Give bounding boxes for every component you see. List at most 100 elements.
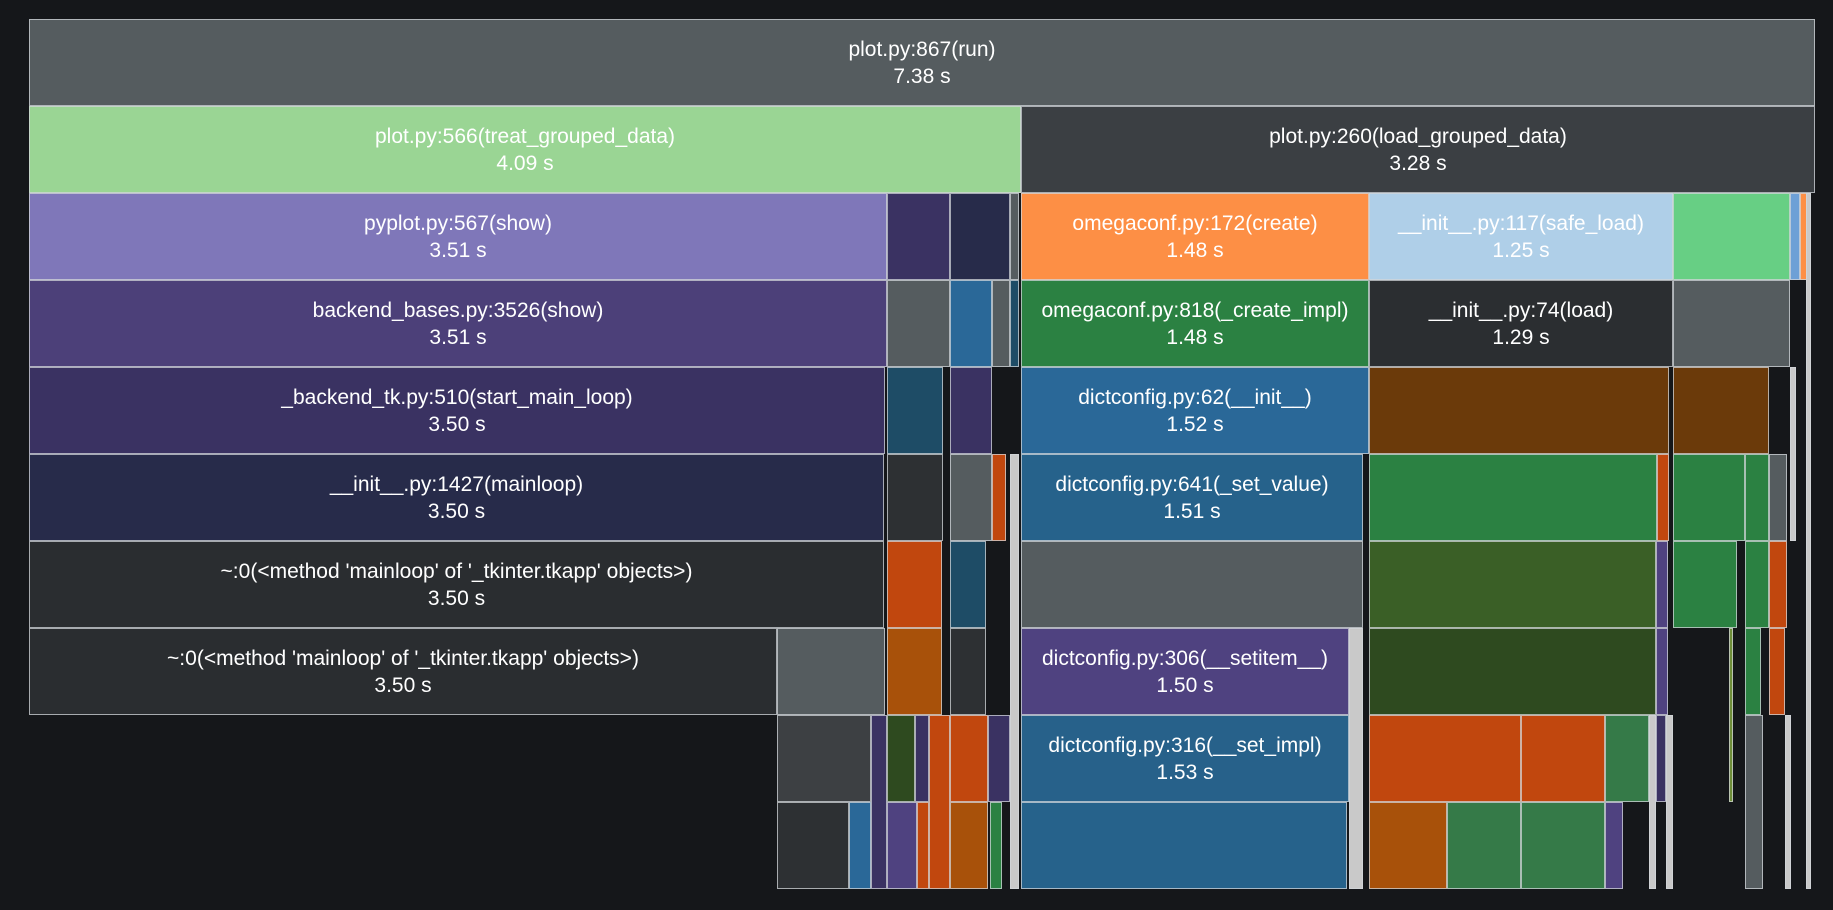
frame-block[interactable] (950, 628, 986, 715)
frame-block[interactable] (1369, 454, 1657, 541)
frame-label: dictconfig.py:641(_set_value) (1055, 472, 1329, 496)
frame-block[interactable] (1369, 367, 1669, 454)
frame-block[interactable] (1656, 628, 1668, 715)
frame-block[interactable] (992, 454, 1006, 541)
frame-time: 1.29 s (1492, 325, 1550, 349)
frame-time: 1.50 s (1156, 673, 1214, 697)
frame-block[interactable] (915, 715, 929, 802)
frame-label: __init__.py:117(safe_load) (1398, 211, 1644, 235)
frame-sliver[interactable] (1806, 193, 1811, 889)
frame-block[interactable] (1745, 541, 1769, 628)
frame-block[interactable] (1673, 541, 1737, 628)
frame-block[interactable] (1673, 367, 1769, 454)
frame-time: 1.48 s (1166, 325, 1224, 349)
frame-label: dictconfig.py:316(__set_impl) (1048, 733, 1322, 757)
frame-block[interactable] (950, 367, 992, 454)
frame-backend-tk-start-main-loop[interactable]: _backend_tk.py:510(start_main_loop) 3.50… (29, 367, 885, 454)
frame-block[interactable] (887, 802, 917, 889)
frame-block[interactable] (777, 715, 871, 802)
frame-block[interactable] (887, 280, 950, 367)
frame-block[interactable] (1369, 715, 1521, 802)
frame-omegaconf-create-impl[interactable]: omegaconf.py:818(_create_impl) 1.48 s (1021, 280, 1369, 367)
frame-block[interactable] (950, 715, 988, 802)
frame-block[interactable] (1521, 802, 1605, 889)
frame-block[interactable] (1369, 628, 1656, 715)
frame-block[interactable] (1021, 541, 1363, 628)
frame-block[interactable] (1369, 541, 1656, 628)
frame-block[interactable] (950, 280, 992, 367)
frame-block[interactable] (887, 628, 942, 715)
frame-block[interactable] (1769, 541, 1787, 628)
frame-block[interactable] (1656, 715, 1666, 802)
frame-block[interactable] (777, 802, 849, 889)
frame-label: plot.py:260(load_grouped_data) (1269, 124, 1567, 148)
frame-pyplot-show[interactable]: pyplot.py:567(show) 3.51 s (29, 193, 887, 280)
frame-load-grouped-data[interactable]: plot.py:260(load_grouped_data) 3.28 s (1021, 106, 1815, 193)
frame-block[interactable] (887, 541, 942, 628)
frame-sliver[interactable] (1010, 454, 1019, 889)
frame-time: 1.53 s (1156, 760, 1214, 784)
frame-block[interactable] (1673, 454, 1745, 541)
frame-block[interactable] (1010, 280, 1019, 367)
frame-block[interactable] (887, 193, 950, 280)
frame-block[interactable] (1010, 193, 1019, 280)
frame-block[interactable] (1673, 193, 1790, 280)
frame-sliver[interactable] (1785, 715, 1791, 889)
frame-sliver[interactable] (929, 715, 950, 889)
frame-block[interactable] (1745, 628, 1761, 715)
frame-block[interactable] (1769, 628, 1785, 715)
frame-block[interactable] (1769, 454, 1787, 541)
frame-treat-grouped-data[interactable]: plot.py:566(treat_grouped_data) 4.09 s (29, 106, 1021, 193)
frame-sliver[interactable] (1790, 367, 1796, 541)
frame-block[interactable] (1673, 280, 1790, 367)
frame-time: 3.51 s (429, 238, 487, 262)
frame-sliver[interactable] (1649, 715, 1656, 889)
frame-label: plot.py:566(treat_grouped_data) (374, 124, 676, 148)
frame-sliver[interactable] (1745, 715, 1763, 889)
frame-dictconfig-init[interactable]: dictconfig.py:62(__init__) 1.52 s (1021, 367, 1369, 454)
frame-block[interactable] (950, 802, 988, 889)
frame-time: 3.50 s (427, 586, 486, 610)
frame-block[interactable] (950, 193, 1010, 280)
frame-sliver[interactable] (871, 715, 887, 889)
frame-block[interactable] (950, 541, 986, 628)
frame-tkinter-mainloop-inner[interactable]: ~:0(<method 'mainloop' of '_tkinter.tkap… (29, 628, 777, 715)
frame-block[interactable] (887, 715, 915, 802)
frame-block[interactable] (1656, 541, 1668, 628)
frame-block[interactable] (777, 628, 885, 715)
frame-label: plot.py:867(run) (848, 37, 996, 61)
frame-block[interactable] (1790, 193, 1800, 280)
frame-sliver[interactable] (1729, 628, 1733, 802)
frame-init-safe-load[interactable]: __init__.py:117(safe_load) 1.25 s (1369, 193, 1673, 280)
frame-block[interactable] (1021, 802, 1347, 889)
frame-block[interactable] (1605, 715, 1649, 802)
frame-backend-bases-show[interactable]: backend_bases.py:3526(show) 3.51 s (29, 280, 887, 367)
frame-block[interactable] (1657, 454, 1669, 541)
frame-init-load[interactable]: __init__.py:74(load) 1.29 s (1369, 280, 1673, 367)
frame-omegaconf-create[interactable]: omegaconf.py:172(create) 1.48 s (1021, 193, 1369, 280)
frame-label: dictconfig.py:306(__setitem__) (1042, 646, 1328, 670)
frame-block[interactable] (1369, 802, 1447, 889)
frame-block[interactable] (887, 454, 943, 541)
frame-init-mainloop[interactable]: __init__.py:1427(mainloop) 3.50 s (29, 454, 884, 541)
frame-tkinter-mainloop-outer[interactable]: ~:0(<method 'mainloop' of '_tkinter.tkap… (29, 541, 884, 628)
frame-block[interactable] (990, 802, 1002, 889)
frame-dictconfig-set-value[interactable]: dictconfig.py:641(_set_value) 1.51 s (1021, 454, 1363, 541)
frame-block[interactable] (1605, 802, 1623, 889)
frame-dictconfig-setitem[interactable]: dictconfig.py:306(__setitem__) 1.50 s (1021, 628, 1349, 715)
frame-sliver[interactable] (1349, 628, 1363, 889)
frame-sliver[interactable] (1666, 715, 1673, 889)
frame-time: 3.28 s (1389, 151, 1447, 175)
frame-block[interactable] (1745, 454, 1769, 541)
frame-dictconfig-set-impl[interactable]: dictconfig.py:316(__set_impl) 1.53 s (1021, 715, 1349, 802)
frame-block[interactable] (1447, 802, 1521, 889)
frame-block[interactable] (849, 802, 871, 889)
frame-block[interactable] (1521, 715, 1605, 802)
frame-sliver[interactable] (988, 715, 1010, 802)
frame-time: 4.09 s (496, 151, 554, 175)
frame-root-plot-run[interactable]: plot.py:867(run) 7.38 s (29, 19, 1815, 106)
frame-block[interactable] (887, 367, 943, 454)
frame-block[interactable] (992, 280, 1010, 367)
frame-block[interactable] (950, 454, 992, 541)
frame-block[interactable] (917, 802, 929, 889)
